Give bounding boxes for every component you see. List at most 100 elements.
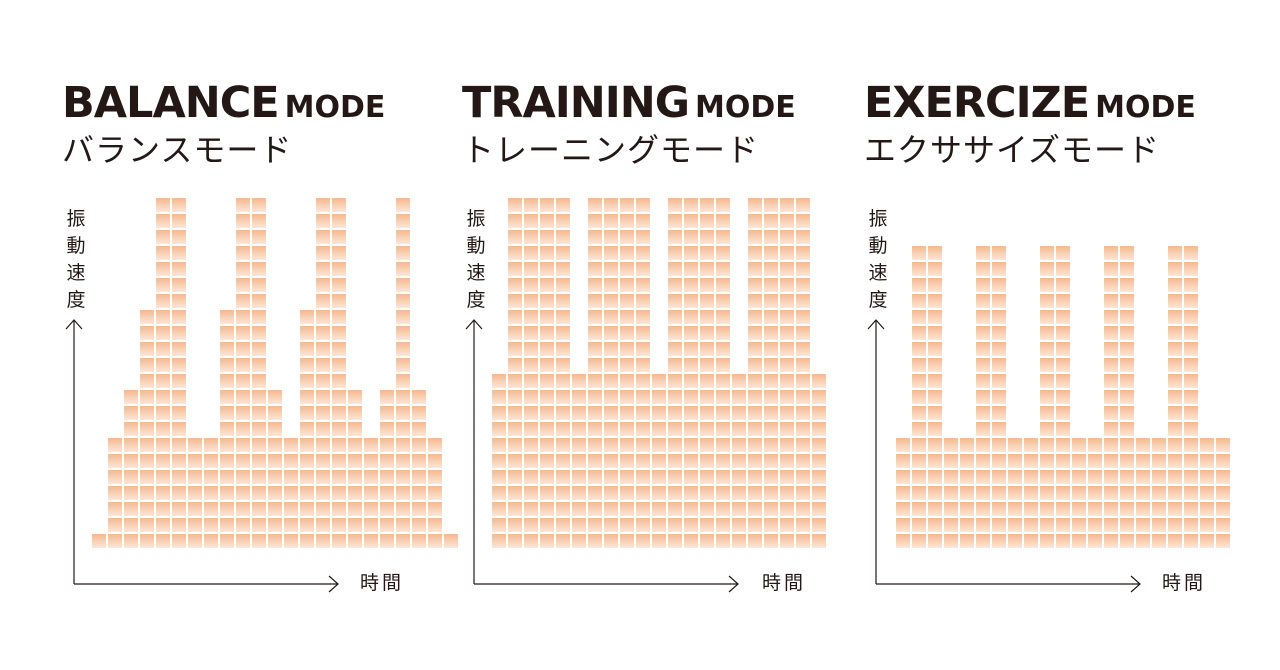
- bar-cell: [540, 326, 554, 340]
- bar-cell: [796, 310, 810, 324]
- bar-cell: [652, 390, 666, 404]
- bar-cell: [780, 518, 794, 532]
- bar-cell: [668, 214, 682, 228]
- bar-column: [944, 438, 958, 548]
- bar-cell: [1184, 470, 1198, 484]
- bar-cell: [508, 470, 522, 484]
- bar-column: [380, 390, 394, 548]
- y-axis-arrow-icon: [65, 319, 83, 330]
- bar-cell: [912, 342, 926, 356]
- bar-cell: [300, 390, 314, 404]
- bar-cell: [812, 438, 826, 452]
- bar-cell: [172, 470, 186, 484]
- bar-cell: [172, 262, 186, 276]
- bar-cell: [284, 454, 298, 468]
- bar-cell: [332, 358, 346, 372]
- bar-cell: [268, 454, 282, 468]
- bar-cell: [764, 326, 778, 340]
- bar-cell: [912, 278, 926, 292]
- bar-cell: [636, 214, 650, 228]
- bar-cell: [1104, 454, 1118, 468]
- bar-cell: [140, 358, 154, 372]
- bar-cell: [716, 246, 730, 260]
- bar-column: [1056, 246, 1070, 548]
- bar-cell: [928, 310, 942, 324]
- bar-cell: [700, 230, 714, 244]
- bar-cell: [1104, 502, 1118, 516]
- bar-cell: [540, 230, 554, 244]
- bar-cell: [1168, 374, 1182, 388]
- bar-cell: [604, 534, 618, 548]
- bar-cell: [236, 454, 250, 468]
- bar-cell: [252, 262, 266, 276]
- bar-cell: [412, 422, 426, 436]
- bar-cell: [220, 534, 234, 548]
- bar-cell: [556, 534, 570, 548]
- bar-cell: [508, 342, 522, 356]
- bar-cell: [912, 262, 926, 276]
- bar-cell: [140, 342, 154, 356]
- bar-column: [764, 198, 778, 548]
- bar-cell: [732, 518, 746, 532]
- bar-cell: [124, 470, 138, 484]
- bar-cell: [780, 230, 794, 244]
- bar-cell: [524, 310, 538, 324]
- bar-cell: [588, 438, 602, 452]
- bar-cell: [652, 470, 666, 484]
- bar-cell: [928, 294, 942, 308]
- bar-cell: [396, 326, 410, 340]
- bar-cell: [300, 310, 314, 324]
- bar-cell: [928, 438, 942, 452]
- bar-cell: [1168, 294, 1182, 308]
- bar-cell: [188, 454, 202, 468]
- bar-cell: [716, 390, 730, 404]
- bar-cell: [796, 470, 810, 484]
- bar-cell: [668, 454, 682, 468]
- bar-cell: [960, 438, 974, 452]
- bar-cell: [156, 294, 170, 308]
- bar-cell: [1056, 422, 1070, 436]
- bar-cell: [928, 534, 942, 548]
- bar-cell: [780, 358, 794, 372]
- bar-cell: [1056, 326, 1070, 340]
- bar-cell: [992, 390, 1006, 404]
- bar-column: [444, 534, 458, 548]
- bar-cell: [204, 534, 218, 548]
- bar-cell: [252, 198, 266, 212]
- bar-cell: [992, 374, 1006, 388]
- bar-cell: [396, 486, 410, 500]
- bar-cell: [620, 310, 634, 324]
- bar-cell: [716, 278, 730, 292]
- bar-cell: [300, 486, 314, 500]
- bar-cell: [172, 342, 186, 356]
- bar-cell: [140, 326, 154, 340]
- bar-column: [732, 374, 746, 548]
- bar-cell: [1184, 502, 1198, 516]
- bar-cell: [540, 534, 554, 548]
- bar-cell: [140, 470, 154, 484]
- bar-cell: [812, 390, 826, 404]
- bar-cell: [652, 518, 666, 532]
- bar-cell: [412, 390, 426, 404]
- bar-cell: [1184, 278, 1198, 292]
- bar-cell: [252, 422, 266, 436]
- bar-cell: [748, 374, 762, 388]
- bar-cell: [604, 198, 618, 212]
- bar-cell: [108, 454, 122, 468]
- bar-cell: [912, 326, 926, 340]
- bar-cell: [204, 454, 218, 468]
- bar-cell: [220, 358, 234, 372]
- bar-cell: [140, 454, 154, 468]
- bar-cell: [780, 486, 794, 500]
- bar-cell: [1200, 534, 1214, 548]
- y-axis-arrow-icon: [465, 319, 483, 330]
- bar-cell: [268, 486, 282, 500]
- bar-cell: [1216, 470, 1230, 484]
- bar-cell: [1104, 294, 1118, 308]
- bar-cell: [604, 486, 618, 500]
- bar-cell: [636, 438, 650, 452]
- bar-cell: [716, 342, 730, 356]
- bar-cell: [636, 518, 650, 532]
- bar-cell: [992, 470, 1006, 484]
- bar-cell: [700, 534, 714, 548]
